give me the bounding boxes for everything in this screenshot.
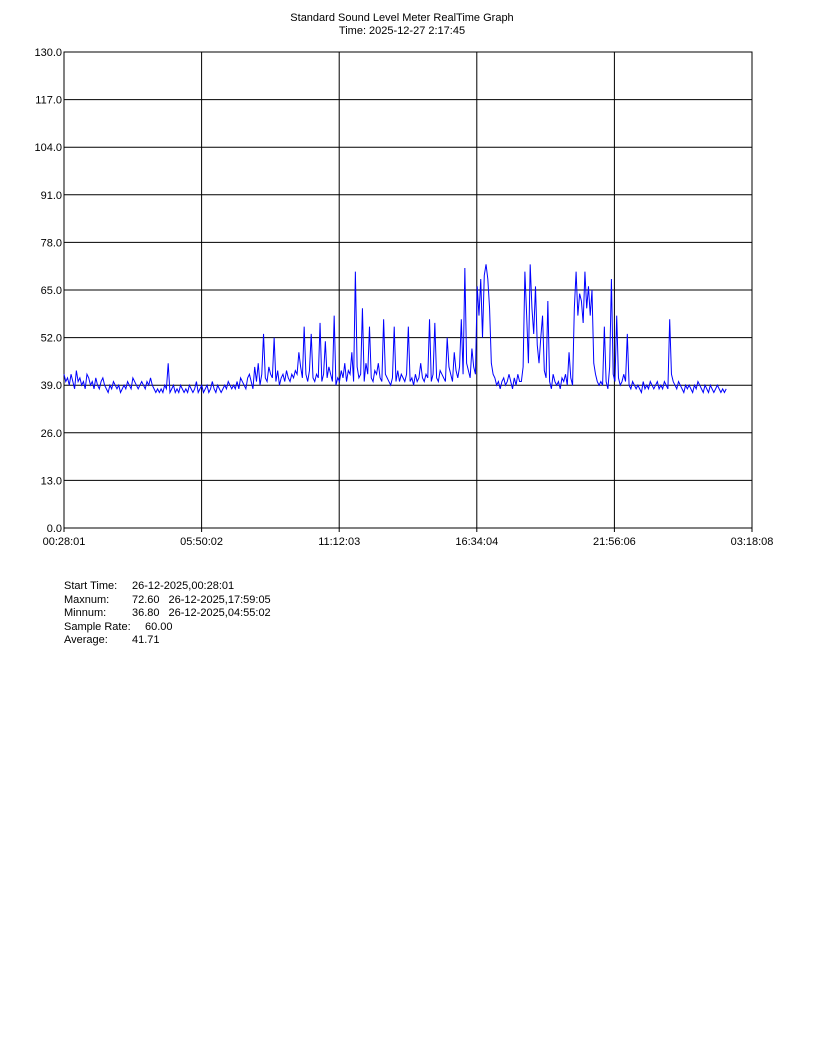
sample-rate-value: 60.00	[145, 620, 173, 633]
max-row: Maxnum: 72.60 26-12-2025,17:59:05	[64, 594, 271, 608]
x-tick-label: 05:50:02	[180, 536, 223, 548]
statistics-panel: Start Time: 26-12-2025,00:28:01 Maxnum: …	[64, 580, 271, 648]
max-label: Maxnum:	[64, 593, 110, 606]
x-tick-label: 03:18:08	[731, 536, 774, 548]
max-time: 26-12-2025,17:59:05	[168, 593, 271, 606]
x-tick-label: 21:56:06	[593, 536, 636, 548]
min-value: 36.80	[132, 607, 160, 619]
y-tick-label: 13.0	[41, 475, 62, 487]
average-row: Average: 41.71	[64, 634, 271, 648]
y-tick-label: 117.0	[35, 95, 62, 107]
min-row: Minnum: 36.80 26-12-2025,04:55:02	[64, 607, 271, 621]
sound-level-series-line	[63, 264, 727, 395]
min-time: 26-12-2025,04:55:02	[168, 607, 271, 619]
y-tick-label: 78.0	[41, 237, 62, 249]
start-time-value: 26-12-2025,00:28:01	[132, 580, 235, 592]
y-tick-label: 104.0	[34, 142, 62, 154]
sample-rate-label: Sample Rate:	[64, 620, 131, 633]
min-label: Minnum:	[64, 607, 107, 619]
y-tick-label: 26.0	[41, 428, 62, 440]
y-tick-label: 0.0	[47, 523, 62, 535]
chart-title: Standard Sound Level Meter RealTime Grap…	[290, 12, 514, 24]
start-time-label: Start Time:	[64, 580, 118, 592]
chart-time-subtitle: Time: 2025-12-27 2:17:45	[338, 25, 466, 37]
max-value: 72.60	[132, 593, 160, 606]
y-tick-label: 65.0	[41, 285, 62, 297]
average-value: 41.71	[132, 634, 160, 646]
x-tick-label: 11:12:03	[318, 536, 360, 548]
sample-rate-row: Sample Rate: 60.00	[64, 621, 271, 635]
y-tick-label: 130.0	[34, 47, 62, 59]
x-tick-label: 16:34:04	[455, 536, 498, 548]
x-tick-label: 00:28:01	[43, 536, 86, 548]
y-tick-label: 91.0	[41, 190, 62, 202]
start-time-row: Start Time: 26-12-2025,00:28:01	[64, 580, 271, 594]
y-tick-label: 52.0	[41, 333, 62, 345]
y-tick-label: 39.0	[41, 380, 62, 392]
average-label: Average:	[64, 634, 108, 646]
